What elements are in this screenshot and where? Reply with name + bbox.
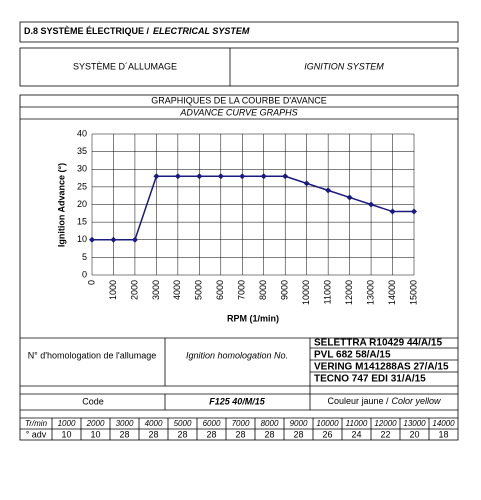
table-cell: 8000 xyxy=(261,419,279,428)
section-en: IGNITION SYSTEM xyxy=(304,61,384,71)
point xyxy=(196,173,203,180)
x-tick-label: 0 xyxy=(86,280,96,285)
table-cell: 28 xyxy=(235,429,245,439)
x-tick-label: 12000 xyxy=(344,280,354,305)
table-cell: 10 xyxy=(61,429,71,439)
point xyxy=(131,236,138,243)
y-tick-label: 40 xyxy=(77,128,87,138)
color-text: Couleur jaune / Color yellow xyxy=(327,396,441,406)
table-cell: 22 xyxy=(380,429,390,439)
table-cell: 4000 xyxy=(145,419,163,428)
table-cell: 9000 xyxy=(290,419,308,428)
chart-subtitle: ADVANCE CURVE GRAPHS xyxy=(179,107,297,117)
point xyxy=(239,173,246,180)
table-cell: 28 xyxy=(293,429,303,439)
point xyxy=(260,173,267,180)
y-tick-label: 20 xyxy=(77,199,87,209)
table-cell: 28 xyxy=(264,429,274,439)
table-cell: 18 xyxy=(438,429,448,439)
point xyxy=(325,187,332,194)
x-tick-label: 5000 xyxy=(194,280,204,300)
x-tick-label: 6000 xyxy=(215,280,225,300)
x-tick-label: 1000 xyxy=(108,280,118,300)
color-fr: Couleur jaune / xyxy=(327,396,389,406)
x-tick-label: 9000 xyxy=(280,280,290,300)
series-line xyxy=(92,175,414,241)
table-cell: 10000 xyxy=(316,419,339,428)
x-tick-label: 7000 xyxy=(237,280,247,300)
x-tick-label: 13000 xyxy=(365,280,375,305)
table-cell: 6000 xyxy=(203,419,221,428)
x-tick-label: 8000 xyxy=(258,280,268,300)
table-cell: 28 xyxy=(206,429,216,439)
point xyxy=(282,173,289,180)
chart-title: GRAPHIQUES DE LA COURBE D'AVANCE xyxy=(151,95,326,105)
header-box xyxy=(19,21,459,43)
point xyxy=(389,208,396,215)
code-label: Code xyxy=(82,396,104,406)
x-tick-label: 15000 xyxy=(408,280,418,305)
section-fr: SYSTÈME D´ALLUMAGE xyxy=(73,61,177,71)
x-tick-label: 10000 xyxy=(301,280,311,305)
x-tick-label: 14000 xyxy=(387,280,397,305)
point xyxy=(368,201,375,208)
table-cell: 7000 xyxy=(232,419,250,428)
table-cell: ° adv xyxy=(26,429,47,439)
point xyxy=(89,236,95,243)
code-value: F125 40/M/15 xyxy=(209,396,266,406)
x-tick-label: 11000 xyxy=(323,280,333,304)
homologation-fr: N° d'homologation de l'allumage xyxy=(28,350,157,360)
table-cell: 12000 xyxy=(374,419,397,428)
point xyxy=(153,173,160,180)
table-cell: 5000 xyxy=(174,419,192,428)
x-tick-label: 3000 xyxy=(151,280,161,300)
table-cell: 1000 xyxy=(58,419,76,428)
y-tick-label: 15 xyxy=(77,217,87,227)
y-tick-label: 35 xyxy=(77,146,87,156)
homologation-item: SELETTRA R10429 44/A/15 xyxy=(314,338,442,349)
table-cell: 11000 xyxy=(346,419,368,428)
point xyxy=(217,173,224,180)
point xyxy=(110,236,117,243)
table-cell: Tr/min xyxy=(25,419,48,428)
table-cell: 28 xyxy=(177,429,187,439)
x-axis-label: RPM (1/min) xyxy=(227,313,279,323)
homologation-en: Ignition homologation No. xyxy=(186,350,288,360)
y-tick-label: 25 xyxy=(77,181,87,191)
table-cell: 14000 xyxy=(432,419,455,428)
table-cell: 3000 xyxy=(116,419,134,428)
table-cell: 26 xyxy=(322,429,332,439)
table-cell: 28 xyxy=(119,429,129,439)
header-title: D.8 SYSTÈME ÉLECTRIQUE / ELECTRICAL SYSTE… xyxy=(24,26,250,36)
point xyxy=(411,208,417,215)
y-tick-label: 10 xyxy=(77,234,87,244)
y-tick-label: 0 xyxy=(82,269,87,279)
point xyxy=(303,180,310,187)
header-fr: D.8 SYSTÈME ÉLECTRIQUE / xyxy=(24,26,150,36)
table-cell: 2000 xyxy=(86,419,105,428)
section-box xyxy=(19,47,459,87)
table-cell: 10 xyxy=(90,429,100,439)
x-tick-label: 4000 xyxy=(172,280,182,300)
header-en: ELECTRICAL SYSTEM xyxy=(153,26,250,36)
y-tick-label: 30 xyxy=(77,164,87,174)
table-cell: 28 xyxy=(148,429,158,439)
y-axis-label: Ignition Advance (°) xyxy=(56,163,66,247)
homologation-item: PVL 682 58/A/15 xyxy=(314,350,391,361)
color-en: Color yellow xyxy=(392,396,442,406)
homologation-item: TECNO 747 EDI 31/A/15 xyxy=(314,374,426,385)
point xyxy=(346,194,353,201)
point xyxy=(174,173,181,180)
y-tick-label: 5 xyxy=(82,252,87,262)
table-cell: 24 xyxy=(351,429,361,439)
x-tick-label: 2000 xyxy=(129,280,139,300)
table-cell: 13000 xyxy=(403,419,426,428)
homologation-item: VERING M141288AS 27/A/15 xyxy=(314,362,449,373)
main-box xyxy=(19,94,459,441)
table-cell: 20 xyxy=(409,429,419,439)
